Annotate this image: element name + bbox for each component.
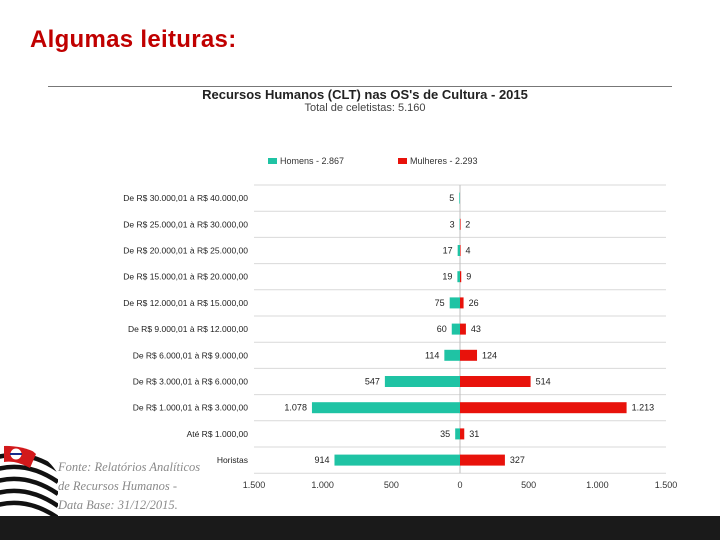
data-label-homens: 114 xyxy=(425,350,439,360)
category-label: De R$ 20.000,01 à R$ 25.000,00 xyxy=(123,246,248,256)
bottom-bar xyxy=(0,516,720,540)
data-label-homens: 17 xyxy=(443,246,453,256)
bar-mulheres xyxy=(460,271,462,283)
data-label-mulheres: 31 xyxy=(469,429,479,439)
data-label-homens: 914 xyxy=(314,455,329,465)
category-label: De R$ 12.000,01 à R$ 15.000,00 xyxy=(123,298,248,308)
data-label-mulheres: 4 xyxy=(466,246,471,256)
data-label-homens: 1.078 xyxy=(284,403,307,413)
x-tick-label: 0 xyxy=(457,480,462,490)
bar-homens xyxy=(449,297,460,309)
bar-homens xyxy=(455,428,460,440)
data-label-homens: 547 xyxy=(365,377,380,387)
legend-swatch-mulheres xyxy=(398,158,407,164)
x-tick-label: 500 xyxy=(384,480,399,490)
source-line-3: Data Base: 31/12/2015. xyxy=(58,498,178,512)
data-label-homens: 19 xyxy=(442,272,452,282)
category-label: De R$ 30.000,01 à R$ 40.000,00 xyxy=(123,193,248,203)
category-label: Horistas xyxy=(217,455,248,465)
category-label: De R$ 1.000,01 à R$ 3.000,00 xyxy=(133,403,249,413)
legend-item-homens: Homens - 2.867 xyxy=(268,156,344,166)
data-label-mulheres: 43 xyxy=(471,324,481,334)
bar-homens xyxy=(459,218,461,230)
slide-title: Algumas leituras: xyxy=(30,26,237,53)
bar-mulheres xyxy=(460,297,464,309)
bar-mulheres xyxy=(460,376,531,387)
bar-homens xyxy=(444,349,460,361)
data-label-homens: 5 xyxy=(449,193,454,203)
bar-mulheres xyxy=(460,323,466,335)
bar-homens xyxy=(459,192,460,204)
title-divider xyxy=(48,86,672,87)
bar-mulheres xyxy=(460,402,627,414)
x-tick-label: 1.500 xyxy=(655,480,678,490)
data-label-homens: 3 xyxy=(450,219,455,229)
source-line-1: Fonte: Relatórios Analíticos xyxy=(58,460,201,474)
data-label-mulheres: 2 xyxy=(465,219,470,229)
x-tick-label: 1.000 xyxy=(586,480,609,490)
category-label: De R$ 15.000,01 à R$ 20.000,00 xyxy=(123,272,248,282)
bar-homens xyxy=(334,454,460,466)
category-label: De R$ 6.000,01 à R$ 9.000,00 xyxy=(133,350,249,360)
data-label-mulheres: 124 xyxy=(482,350,497,360)
bar-homens xyxy=(451,323,460,335)
chart-subtitle: Total de celetistas: 5.160 xyxy=(304,102,426,114)
data-label-homens: 35 xyxy=(440,429,450,439)
legend-label-mulheres: Mulheres - 2.293 xyxy=(410,156,478,166)
bar-homens xyxy=(384,376,460,387)
data-label-mulheres: 9 xyxy=(466,272,471,282)
bar-mulheres xyxy=(460,245,461,256)
x-tick-label: 500 xyxy=(521,480,536,490)
chart-title: Recursos Humanos (CLT) nas OS's de Cultu… xyxy=(202,87,528,102)
bar-mulheres xyxy=(460,349,478,361)
source-line-2: de Recursos Humanos - xyxy=(58,479,178,493)
x-tick-label: 1.000 xyxy=(311,480,334,490)
category-label: De R$ 3.000,01 à R$ 6.000,00 xyxy=(133,377,249,387)
data-label-mulheres: 327 xyxy=(510,455,525,465)
category-label: Até R$ 1.000,00 xyxy=(187,429,249,439)
bar-mulheres xyxy=(460,454,505,466)
bar-chart: 1.500 1.000 500 0 500 1.000 1.500 De R$ 30.000,… xyxy=(123,184,678,490)
legend-label-homens: Homens - 2.867 xyxy=(280,156,345,166)
category-label: De R$ 25.000,01 à R$ 30.000,00 xyxy=(123,219,248,229)
x-tick-label: 1.500 xyxy=(243,480,266,490)
bar-homens xyxy=(457,271,460,283)
data-label-homens: 75 xyxy=(435,298,445,308)
bar-mulheres xyxy=(460,218,461,230)
bar-mulheres xyxy=(460,428,465,440)
source-note: Fonte: Relatórios Analíticos de Recursos… xyxy=(58,458,200,515)
category-label: De R$ 9.000,01 à R$ 12.000,00 xyxy=(128,324,248,334)
bar-homens xyxy=(311,402,460,414)
legend-item-mulheres: Mulheres - 2.293 xyxy=(398,156,478,166)
data-label-homens: 60 xyxy=(437,324,447,334)
bar-homens xyxy=(457,245,460,256)
data-label-mulheres: 514 xyxy=(536,377,551,387)
data-label-mulheres: 1.213 xyxy=(632,403,655,413)
legend-swatch-homens xyxy=(268,158,277,164)
sao-paulo-flag-logo xyxy=(0,445,58,518)
data-label-mulheres: 26 xyxy=(469,298,479,308)
